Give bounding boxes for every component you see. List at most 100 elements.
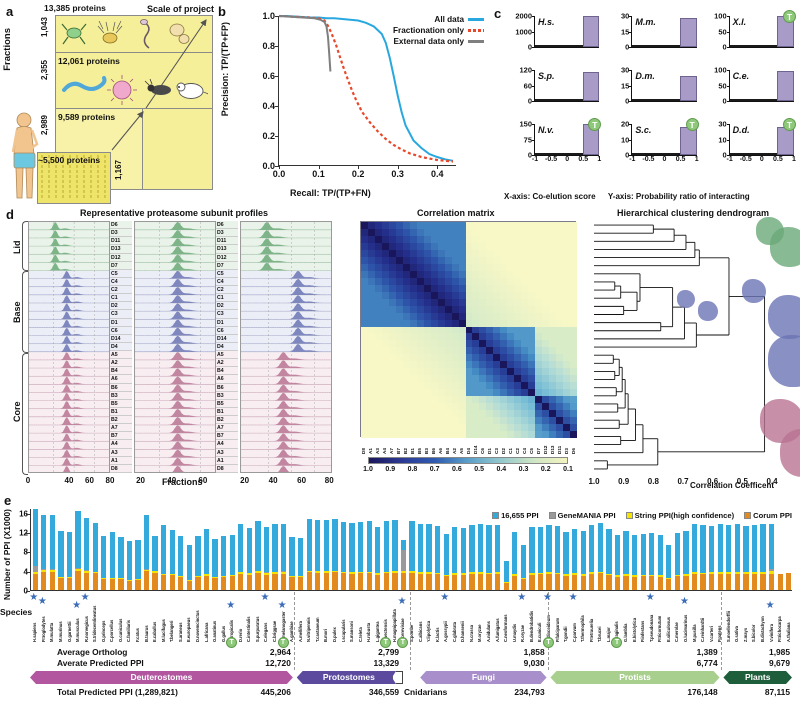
panel-d-matrix-cell [437, 354, 445, 362]
panel-d-matrix-cell [486, 305, 494, 313]
panel-d-matrix-cell [374, 361, 383, 369]
panel-d-matrix-cell [528, 354, 536, 362]
panel-d-matrix-cell [465, 396, 473, 404]
panel-d-matrix-cell [514, 340, 522, 348]
panel-d-matrix-cell [437, 235, 445, 244]
panel-e-bar-segment-string [649, 574, 655, 577]
panel-b-legend-item-0: All data [393, 14, 484, 25]
panel-d-subunit-label: D4 [110, 342, 132, 351]
panel-e-species-label: M.lucifugus [160, 619, 166, 642]
panel-d-matrix-cell [507, 410, 515, 418]
panel-e-bar-segment-ppi [417, 524, 424, 573]
panel-d-matrix-cell [528, 312, 536, 320]
panel-d-matrix-cell [416, 403, 425, 411]
panel-d-matrix-cell [549, 354, 557, 362]
panel-d-matrix-cell [409, 291, 418, 300]
panel-d-matrix-cell [570, 270, 578, 279]
panel-d-matrix-cell [409, 305, 418, 313]
panel-e-bar-segment-corum [691, 573, 698, 590]
panel-d-matrix-cell [402, 256, 411, 265]
panel-d-matrix-cell [430, 291, 439, 300]
panel-d-matrix-cell [563, 298, 571, 306]
panel-d-matrix-cell [444, 235, 452, 244]
panel-d-matrix-cell [549, 256, 557, 265]
panel-d-matrix-cell [570, 319, 578, 327]
panel-c-ytick-mark [629, 155, 633, 156]
panel-e-legend-swatch [625, 512, 633, 519]
panel-d-matrix-cell [444, 354, 452, 362]
panel-d-matrix-cell [486, 249, 494, 258]
panel-d-matrix-cell [395, 284, 404, 293]
panel-e-bar-segment-corum [435, 574, 441, 590]
panel-e-species-label: U.maydis [511, 623, 517, 642]
panel-d-matrix-cell [423, 235, 432, 244]
panel-d-matrix-cell [514, 222, 522, 230]
panel-e-bar-segment-string [666, 577, 672, 579]
panel-a-human-icon [11, 112, 39, 199]
panel-d-matrix-cell [486, 333, 494, 341]
panel-e-species-label: C.neoformans [503, 614, 509, 642]
panel-e-bar-segment-corum [709, 574, 715, 590]
panel-d-matrix-cell [361, 340, 369, 348]
panel-d-matrix-cell [528, 403, 536, 411]
panel-d-matrix-cell [563, 403, 571, 411]
panel-d-subunit-label: D4 [216, 342, 238, 351]
panel-c-axes: 0 1000 2000 [515, 12, 600, 52]
panel-d-matrix-cell [409, 361, 418, 369]
panel-d-matrix-cell [430, 284, 439, 293]
panel-d-matrix-cell [570, 396, 578, 404]
panel-d-matrix-cell [528, 284, 536, 293]
panel-c-bar [582, 72, 600, 101]
panel-e-bar-segment-ppi [178, 536, 184, 576]
panel-d-matrix-cell [423, 410, 432, 418]
panel-d-matrix-cell [570, 368, 578, 376]
panel-e-bar-segment-string [409, 570, 415, 573]
panel-d-matrix-cell [500, 284, 508, 293]
panel-d-matrix-cell [361, 256, 369, 265]
panel-d-xtick: 0 [25, 476, 31, 486]
panel-d-matrix-cell [458, 291, 466, 300]
panel-d-matrix-cell [528, 375, 536, 383]
panel-d-matrix-xlabel: B1 [410, 448, 416, 454]
panel-d-matrix-cell [361, 431, 369, 439]
panel-d-xtick: 80 [105, 476, 115, 486]
panel-e-bar-segment-string [246, 573, 252, 575]
panel-e-species-label: C.intestinalis [246, 616, 252, 642]
panel-d-subunit-label: B2 [216, 416, 238, 425]
panel-e-species-label: P.tricornutum [657, 615, 663, 642]
panel-d-matrix-cell [374, 354, 383, 362]
panel-d-matrix-cell [507, 333, 515, 341]
panel-d-matrix-cell [381, 263, 390, 272]
panel-e-bar-segment-ppi [152, 535, 158, 572]
panel-d-matrix-cell [528, 249, 536, 258]
panel-e-bar-segment-corum [580, 575, 586, 590]
panel-d-matrix-cell [528, 291, 536, 300]
panel-d-matrix-cell [361, 403, 369, 411]
panel-e-summary-value: 9,030 [523, 658, 545, 668]
panel-d-matrix-cell [388, 326, 397, 334]
panel-d-colorbar-tick: 0.5 [474, 466, 484, 473]
panel-d-matrix-cell [514, 361, 522, 369]
panel-c-subplot-Nv: 0 75 150 -1 -0.5 0 0.5 1 N.v. T [506, 118, 602, 172]
panel-d-matrix-cell [388, 291, 397, 300]
panel-d-matrix-cell [556, 298, 564, 306]
panel-d-matrix-cell [465, 375, 473, 383]
panel-d-matrix-cell [361, 228, 369, 237]
panel-d-matrix-cell [465, 340, 473, 348]
panel-d-matrix-cell [423, 298, 432, 306]
panel-d-matrix-cell [528, 270, 536, 279]
panel-d-matrix-cell [374, 382, 383, 390]
panel-d-matrix-cell [409, 235, 418, 244]
panel-d-matrix-cell [430, 424, 439, 432]
panel-d-matrix-cell [535, 396, 543, 404]
panel-d-matrix-cell [493, 431, 501, 439]
panel-d-matrix-cell [479, 340, 487, 348]
panel-c-ytick-mark [532, 155, 535, 156]
panel-e-bar-segment-corum [101, 579, 107, 590]
panel-d-subunit-label: C6 [216, 326, 238, 335]
panel-e-bar-segment-string [109, 578, 115, 580]
panel-e-bar-segment-ppi [580, 530, 586, 575]
panel-e-species-label: T.belangeri [169, 620, 175, 642]
panel-e-bar-segment-string [435, 572, 441, 575]
panel-d-matrix-cell [416, 298, 425, 306]
